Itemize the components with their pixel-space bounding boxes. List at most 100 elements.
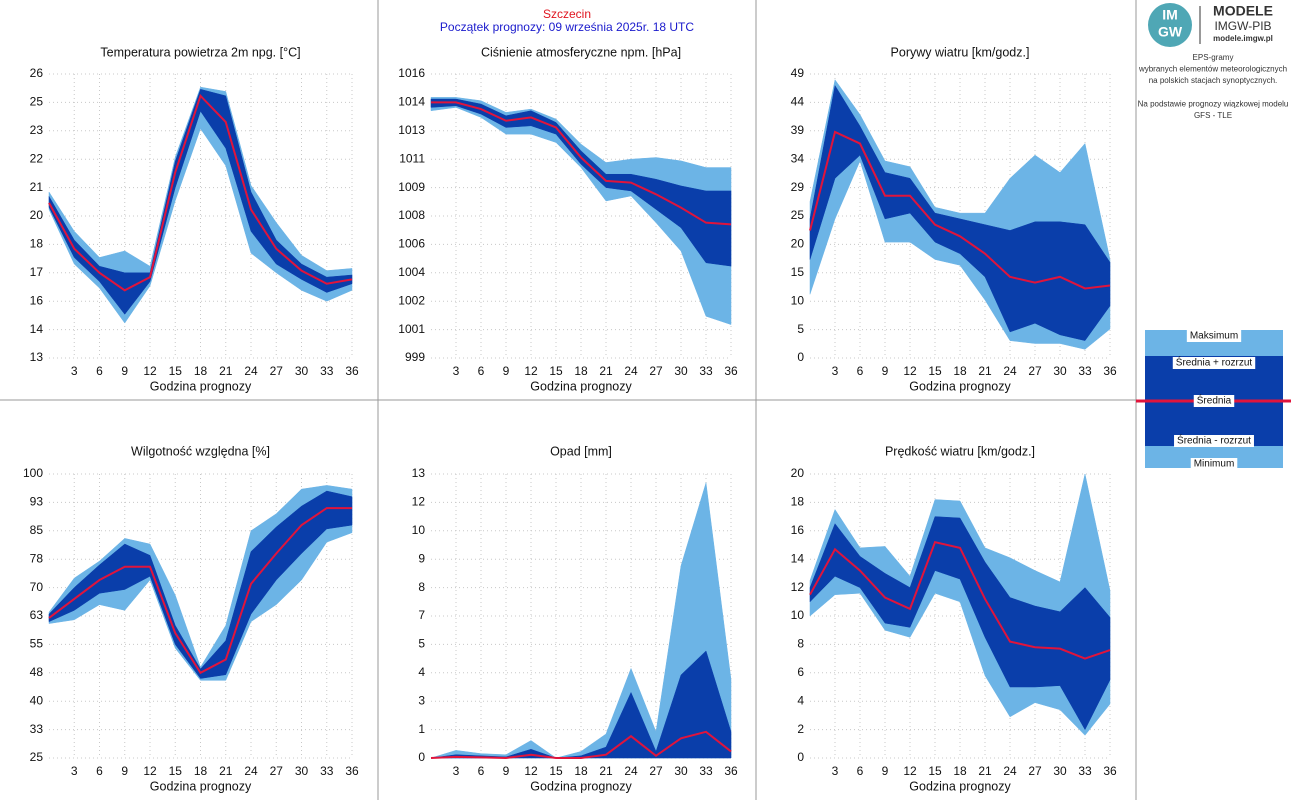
x-tick-label: 21 <box>978 764 992 778</box>
x-tick-label: 12 <box>524 364 538 378</box>
y-tick-label: 0 <box>418 750 425 764</box>
chart-panel: Opad [mm]Godzina prognozy013457891012133… <box>412 444 738 793</box>
logo-circle <box>1148 3 1192 47</box>
y-tick-label: 999 <box>405 350 425 364</box>
chart-panel: Prędkość wiatru [km/godz.] Godzina progno… <box>791 444 1117 793</box>
y-tick-label: 16 <box>30 293 44 307</box>
x-tick-label: 30 <box>674 764 688 778</box>
x-tick-label: 24 <box>244 364 258 378</box>
y-tick-label: 20 <box>791 237 805 251</box>
y-tick-label: 13 <box>30 350 44 364</box>
x-tick-label: 18 <box>953 764 967 778</box>
logo-bottom: GW <box>1158 24 1183 40</box>
x-tick-label: 9 <box>121 764 128 778</box>
x-tick-label: 18 <box>953 364 967 378</box>
description-line: Na podstawie prognozy wiązkowej modelu <box>1138 100 1289 109</box>
y-tick-label: 4 <box>418 665 425 679</box>
x-tick-label: 30 <box>674 364 688 378</box>
x-tick-label: 33 <box>699 764 713 778</box>
y-tick-label: 0 <box>797 350 804 364</box>
y-tick-label: 1002 <box>398 293 425 307</box>
x-tick-label: 6 <box>857 764 864 778</box>
description-line: EPS-gramy <box>1193 53 1234 62</box>
x-tick-label: 9 <box>503 364 510 378</box>
x-tick-label: 33 <box>320 764 334 778</box>
y-tick-label: 15 <box>791 265 805 279</box>
x-tick-label: 24 <box>624 364 638 378</box>
chart-panel: Temperatura powietrza 2m npg. [°C] Godzin… <box>30 45 359 393</box>
chart-title: Opad [mm] <box>550 444 612 458</box>
x-axis-label: Godzina prognozy <box>909 379 1011 393</box>
brand: MODELE <box>1213 3 1273 19</box>
x-tick-label: 12 <box>524 764 538 778</box>
station-name: Szczecin <box>543 7 591 21</box>
legend-label: Minimum <box>1194 459 1235 470</box>
x-tick-label: 33 <box>699 364 713 378</box>
y-tick-label: 26 <box>30 66 44 80</box>
x-tick-label: 15 <box>169 764 183 778</box>
forecast-start: Początek prognozy: 09 września 2025r. 18… <box>440 20 694 34</box>
y-tick-label: 63 <box>30 608 44 622</box>
x-tick-label: 21 <box>219 364 233 378</box>
y-tick-label: 25 <box>791 208 805 222</box>
y-tick-label: 49 <box>791 66 805 80</box>
x-tick-label: 9 <box>503 764 510 778</box>
x-tick-label: 36 <box>1103 764 1117 778</box>
y-tick-label: 14 <box>30 322 44 336</box>
x-tick-label: 27 <box>1028 764 1042 778</box>
x-tick-label: 24 <box>624 764 638 778</box>
legend-label: Średnia <box>1197 394 1232 407</box>
y-tick-label: 22 <box>30 151 44 165</box>
x-axis-label: Godzina prognozy <box>530 779 632 793</box>
y-tick-label: 2 <box>797 722 804 736</box>
legend-label: Średnia - rozrzut <box>1177 434 1251 447</box>
y-tick-label: 20 <box>30 208 44 222</box>
x-tick-label: 6 <box>478 764 485 778</box>
mean-line <box>48 507 352 675</box>
y-tick-label: 78 <box>30 551 44 565</box>
y-tick-label: 9 <box>418 551 425 565</box>
x-tick-label: 18 <box>194 364 208 378</box>
chart-panel: Ciśnienie atmosferyczne npm. [hPa] Godzin… <box>398 45 738 393</box>
y-tick-label: 16 <box>791 523 805 537</box>
y-tick-label: 1001 <box>398 322 425 336</box>
x-tick-label: 36 <box>1103 364 1117 378</box>
x-tick-label: 18 <box>574 764 588 778</box>
y-tick-label: 10 <box>791 293 805 307</box>
chart-title: Prędkość wiatru [km/godz.] <box>885 444 1035 458</box>
y-tick-label: 1014 <box>398 95 425 109</box>
x-tick-label: 24 <box>1003 364 1017 378</box>
x-tick-label: 3 <box>71 364 78 378</box>
y-tick-label: 25 <box>30 750 44 764</box>
x-tick-label: 3 <box>453 364 460 378</box>
chart-panel: Porywy wiatru [km/godz.] Godzina prognozy… <box>791 45 1117 393</box>
mean-line <box>431 101 732 226</box>
y-tick-label: 100 <box>23 466 43 480</box>
legend-label-bg <box>1172 357 1256 369</box>
legend-label-bg <box>1190 458 1238 470</box>
x-tick-label: 15 <box>549 364 563 378</box>
y-tick-label: 3 <box>418 693 425 707</box>
legend-label: Maksimum <box>1190 331 1238 342</box>
x-tick-label: 30 <box>295 364 309 378</box>
x-tick-label: 27 <box>1028 364 1042 378</box>
y-tick-label: 13 <box>412 466 426 480</box>
y-tick-label: 85 <box>30 523 44 537</box>
x-tick-label: 36 <box>724 764 738 778</box>
x-tick-label: 9 <box>882 764 889 778</box>
y-tick-label: 55 <box>30 637 44 651</box>
spread-band <box>430 650 732 759</box>
description-line: GFS - TLE <box>1194 111 1232 120</box>
x-axis-label: Godzina prognozy <box>150 379 252 393</box>
x-tick-label: 24 <box>244 764 258 778</box>
x-tick-label: 3 <box>453 764 460 778</box>
x-tick-label: 21 <box>599 764 613 778</box>
y-tick-label: 6 <box>797 665 804 679</box>
y-tick-label: 1008 <box>398 208 425 222</box>
mean-line <box>48 93 353 292</box>
x-tick-label: 9 <box>121 364 128 378</box>
y-tick-label: 1016 <box>398 66 425 80</box>
y-tick-label: 25 <box>30 95 44 109</box>
y-tick-label: 5 <box>418 637 425 651</box>
